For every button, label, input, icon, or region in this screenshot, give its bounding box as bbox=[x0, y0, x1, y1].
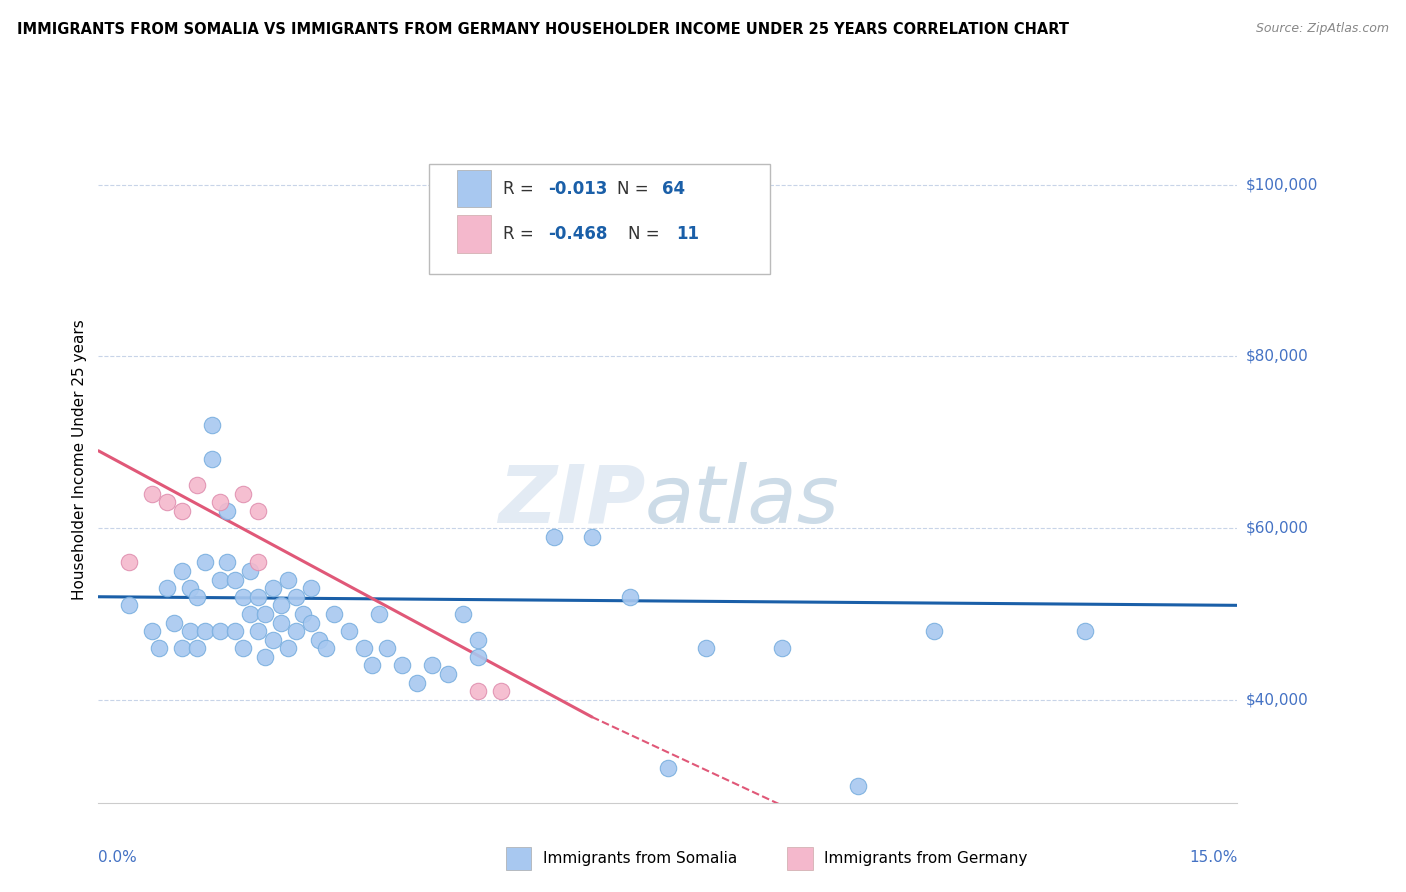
Point bbox=[277, 641, 299, 656]
Point bbox=[208, 624, 231, 639]
Point bbox=[186, 478, 208, 492]
Point bbox=[224, 624, 246, 639]
Point bbox=[299, 581, 322, 595]
Text: R =: R = bbox=[503, 179, 538, 197]
Point bbox=[141, 487, 163, 501]
Point bbox=[170, 641, 193, 656]
Point bbox=[208, 573, 231, 587]
Point bbox=[277, 573, 299, 587]
Point bbox=[186, 641, 208, 656]
Text: R =: R = bbox=[503, 225, 538, 243]
Text: atlas: atlas bbox=[645, 461, 839, 540]
Point bbox=[262, 632, 284, 647]
Point bbox=[284, 624, 307, 639]
Point bbox=[232, 487, 254, 501]
Point bbox=[543, 530, 565, 544]
Point bbox=[224, 573, 246, 587]
Point bbox=[156, 495, 179, 509]
Point bbox=[436, 667, 458, 681]
Point bbox=[254, 649, 277, 664]
Point bbox=[284, 590, 307, 604]
Point bbox=[1074, 624, 1097, 639]
Text: IMMIGRANTS FROM SOMALIA VS IMMIGRANTS FROM GERMANY HOUSEHOLDER INCOME UNDER 25 Y: IMMIGRANTS FROM SOMALIA VS IMMIGRANTS FR… bbox=[17, 22, 1069, 37]
Point bbox=[246, 590, 269, 604]
Point bbox=[322, 607, 344, 621]
Point bbox=[846, 779, 869, 793]
Point bbox=[156, 581, 179, 595]
Point bbox=[217, 555, 239, 570]
Point bbox=[922, 624, 945, 639]
Point bbox=[179, 624, 201, 639]
Text: 0.0%: 0.0% bbox=[98, 850, 138, 865]
Point bbox=[451, 607, 474, 621]
Point bbox=[315, 641, 337, 656]
Point bbox=[239, 607, 262, 621]
Text: 64: 64 bbox=[662, 179, 685, 197]
Text: 15.0%: 15.0% bbox=[1189, 850, 1237, 865]
Point bbox=[201, 417, 224, 433]
Point bbox=[375, 641, 398, 656]
Text: Immigrants from Germany: Immigrants from Germany bbox=[824, 851, 1028, 866]
Point bbox=[232, 590, 254, 604]
Point bbox=[194, 624, 217, 639]
Point bbox=[770, 641, 793, 656]
Point bbox=[208, 495, 231, 509]
Point bbox=[118, 599, 141, 613]
Text: $40,000: $40,000 bbox=[1246, 692, 1309, 707]
FancyBboxPatch shape bbox=[429, 164, 770, 274]
Text: 11: 11 bbox=[676, 225, 699, 243]
Point bbox=[118, 555, 141, 570]
Point bbox=[337, 624, 360, 639]
Point bbox=[467, 649, 489, 664]
Point bbox=[246, 555, 269, 570]
Point bbox=[489, 684, 512, 698]
Text: $60,000: $60,000 bbox=[1246, 521, 1309, 535]
Text: $80,000: $80,000 bbox=[1246, 349, 1309, 364]
Point bbox=[246, 624, 269, 639]
Point bbox=[217, 504, 239, 518]
Point bbox=[360, 658, 382, 673]
Point bbox=[141, 624, 163, 639]
Point bbox=[406, 675, 429, 690]
Point bbox=[201, 452, 224, 467]
FancyBboxPatch shape bbox=[457, 215, 491, 252]
Text: -0.013: -0.013 bbox=[548, 179, 607, 197]
Point bbox=[270, 599, 292, 613]
Text: Immigrants from Somalia: Immigrants from Somalia bbox=[543, 851, 737, 866]
Point bbox=[368, 607, 391, 621]
Point bbox=[232, 641, 254, 656]
Point bbox=[163, 615, 186, 630]
Point bbox=[391, 658, 413, 673]
Text: ZIP: ZIP bbox=[498, 461, 645, 540]
Point bbox=[695, 641, 717, 656]
Point bbox=[270, 615, 292, 630]
Point bbox=[657, 762, 679, 776]
Point bbox=[170, 564, 193, 578]
Point bbox=[246, 504, 269, 518]
Y-axis label: Householder Income Under 25 years: Householder Income Under 25 years bbox=[72, 319, 87, 599]
Point bbox=[299, 615, 322, 630]
Text: N =: N = bbox=[628, 225, 665, 243]
Point bbox=[467, 632, 489, 647]
Point bbox=[422, 658, 444, 673]
Text: -0.468: -0.468 bbox=[548, 225, 607, 243]
Point bbox=[170, 504, 193, 518]
Point bbox=[186, 590, 208, 604]
Text: Source: ZipAtlas.com: Source: ZipAtlas.com bbox=[1256, 22, 1389, 36]
Point bbox=[194, 555, 217, 570]
Point bbox=[581, 530, 603, 544]
Point bbox=[254, 607, 277, 621]
Point bbox=[467, 684, 489, 698]
Text: N =: N = bbox=[617, 179, 654, 197]
Point bbox=[148, 641, 170, 656]
Point bbox=[619, 590, 641, 604]
Point bbox=[353, 641, 375, 656]
FancyBboxPatch shape bbox=[457, 169, 491, 208]
Point bbox=[292, 607, 315, 621]
Text: $100,000: $100,000 bbox=[1246, 178, 1317, 192]
Point bbox=[179, 581, 201, 595]
Point bbox=[239, 564, 262, 578]
Point bbox=[262, 581, 284, 595]
Point bbox=[308, 632, 330, 647]
